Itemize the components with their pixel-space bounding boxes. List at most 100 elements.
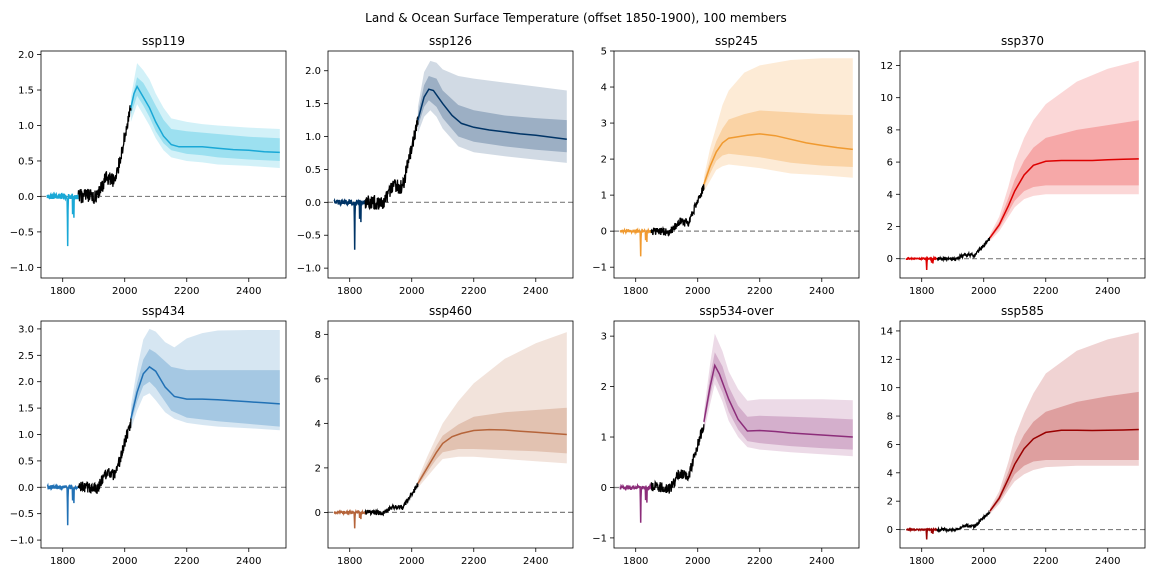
x-tick-label: 2000 bbox=[112, 556, 137, 567]
panel-title: ssp460 bbox=[429, 304, 472, 318]
historical-series bbox=[936, 236, 991, 263]
preindustrial-series bbox=[619, 482, 652, 523]
y-tick-label: 3.0 bbox=[18, 324, 34, 335]
historical-series bbox=[364, 115, 419, 211]
band-50 bbox=[703, 110, 853, 188]
y-tick-label: 4 bbox=[887, 190, 893, 201]
x-tick-label: 2400 bbox=[809, 556, 834, 567]
preindustrial-series bbox=[619, 227, 652, 257]
x-tick-label: 1800 bbox=[623, 556, 648, 567]
y-tick-label: 6 bbox=[887, 440, 893, 451]
y-tick-label: 0 bbox=[887, 525, 893, 536]
x-tick-label: 1800 bbox=[337, 286, 362, 297]
y-tick-label: 3 bbox=[601, 119, 607, 130]
y-tick-label: 4 bbox=[315, 419, 321, 430]
panel-title: ssp126 bbox=[429, 34, 472, 48]
axes-frame bbox=[40, 50, 287, 279]
preindustrial-series bbox=[333, 197, 366, 250]
band-50 bbox=[130, 349, 280, 427]
band-50 bbox=[989, 120, 1139, 240]
axes-frame bbox=[327, 50, 574, 279]
band-50 bbox=[989, 391, 1139, 513]
y-tick-label: −1.0 bbox=[297, 264, 321, 275]
y-tick-label: 1.0 bbox=[305, 132, 321, 143]
y-tick-label: 2.0 bbox=[18, 50, 34, 61]
band-90 bbox=[417, 332, 567, 488]
x-tick-label: 2400 bbox=[236, 556, 261, 567]
historical-series bbox=[936, 510, 991, 534]
y-tick-label: 1 bbox=[601, 433, 607, 444]
x-tick-label: 2200 bbox=[461, 556, 486, 567]
median-series bbox=[417, 88, 567, 140]
y-tick-label: 8 bbox=[887, 412, 893, 423]
y-tick-label: 1.0 bbox=[18, 121, 34, 132]
y-tick-label: 2 bbox=[887, 497, 893, 508]
y-tick-label: 2 bbox=[601, 382, 607, 393]
preindustrial-series bbox=[46, 482, 79, 526]
x-tick-label: 2000 bbox=[685, 556, 710, 567]
y-tick-label: 2 bbox=[315, 463, 321, 474]
y-tick-label: 8 bbox=[887, 125, 893, 136]
plot-area bbox=[900, 332, 1145, 540]
y-tick-label: −1 bbox=[592, 533, 607, 544]
figure-title: Land & Ocean Surface Temperature (offset… bbox=[365, 11, 787, 25]
x-tick-label: 1800 bbox=[337, 556, 362, 567]
y-tick-label: −0.5 bbox=[297, 231, 321, 242]
plot-area bbox=[328, 60, 573, 250]
plot-area bbox=[41, 63, 286, 247]
y-tick-label: −0.5 bbox=[10, 509, 34, 520]
x-tick-label: 2200 bbox=[747, 556, 772, 567]
y-tick-label: 0 bbox=[315, 508, 321, 519]
y-tick-label: −1.0 bbox=[10, 536, 34, 547]
x-tick-label: 2400 bbox=[1095, 286, 1120, 297]
x-tick-label: 2200 bbox=[1033, 556, 1058, 567]
x-tick-label: 1800 bbox=[623, 286, 648, 297]
panel-ssp585: ssp585 1800 2000 2200 2400 0 2 4 6 8 10 12 14 bbox=[880, 304, 1146, 567]
preindustrial-series bbox=[905, 255, 938, 271]
preindustrial-series bbox=[333, 508, 366, 529]
x-tick-label: 1800 bbox=[50, 286, 75, 297]
x-tick-label: 2400 bbox=[523, 286, 548, 297]
y-tick-label: 3 bbox=[601, 332, 607, 343]
y-tick-label: 0.0 bbox=[18, 192, 34, 203]
y-tick-label: 14 bbox=[880, 326, 893, 337]
preindustrial-series bbox=[905, 526, 938, 540]
median-series bbox=[130, 365, 280, 419]
x-tick-label: 2200 bbox=[1033, 286, 1058, 297]
band-50 bbox=[417, 76, 567, 153]
y-tick-label: 1.5 bbox=[305, 99, 321, 110]
historical-series bbox=[77, 105, 132, 204]
y-tick-label: −0.5 bbox=[10, 227, 34, 238]
historical-series bbox=[650, 184, 705, 237]
y-tick-label: 1.5 bbox=[18, 86, 34, 97]
x-tick-label: 1800 bbox=[909, 286, 934, 297]
median-series bbox=[989, 158, 1139, 239]
band-90 bbox=[703, 58, 853, 192]
median-series bbox=[130, 84, 280, 154]
y-tick-label: −1 bbox=[592, 263, 607, 274]
y-tick-label: 0.5 bbox=[305, 165, 321, 176]
x-tick-label: 2400 bbox=[1095, 556, 1120, 567]
y-tick-label: 0 bbox=[601, 227, 607, 238]
x-tick-label: 2400 bbox=[809, 286, 834, 297]
band-50 bbox=[417, 407, 567, 486]
preindustrial-series bbox=[46, 191, 79, 247]
historical-series bbox=[77, 417, 132, 494]
band-90 bbox=[703, 333, 853, 457]
y-tick-label: 0 bbox=[601, 483, 607, 494]
panel-ssp119: ssp119 1800 2000 2200 2400 −1.0 −0.5 0.0 0.5 1.0 1… bbox=[10, 34, 287, 297]
y-tick-label: 0 bbox=[887, 254, 893, 265]
band-90 bbox=[417, 60, 567, 163]
x-tick-label: 2000 bbox=[399, 286, 424, 297]
axes-frame bbox=[327, 320, 574, 549]
x-tick-label: 2200 bbox=[174, 556, 199, 567]
y-tick-label: 10 bbox=[880, 383, 893, 394]
x-tick-label: 2200 bbox=[747, 286, 772, 297]
y-tick-label: 10 bbox=[880, 93, 893, 104]
y-tick-label: 6 bbox=[887, 158, 893, 169]
panel-ssp434: ssp434 1800 2000 2200 2400 −1.0 −0.5 0.0 0.5 1.0 1… bbox=[10, 304, 287, 567]
y-tick-label: 1.0 bbox=[18, 430, 34, 441]
y-tick-label: 0.5 bbox=[18, 456, 34, 467]
